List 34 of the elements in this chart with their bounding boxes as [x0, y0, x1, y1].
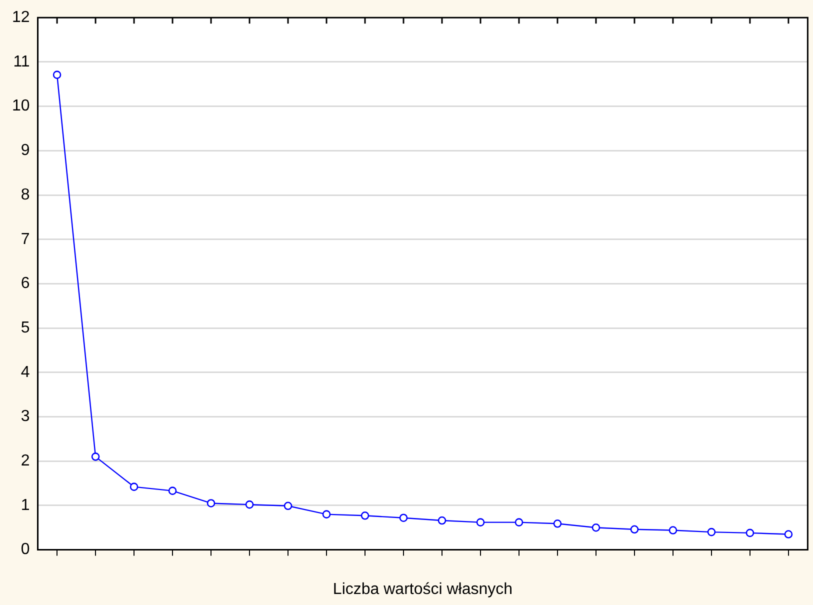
point: [438, 516, 446, 525]
y-tick-label: 9: [20, 142, 30, 160]
point: [91, 452, 100, 461]
y-tick-label: 2: [20, 452, 30, 470]
y-tick-label: 10: [12, 98, 30, 115]
point: [322, 510, 331, 518]
y-tick-label: 5: [20, 319, 30, 336]
point: [784, 530, 793, 538]
x-axis-title: Liczba wartości własnych: [332, 580, 513, 598]
y-tick-label: 6: [20, 275, 30, 292]
point: [206, 499, 216, 508]
point: [630, 525, 639, 534]
point: [514, 518, 524, 526]
point: [284, 502, 292, 510]
point: [707, 528, 716, 536]
point: [668, 526, 678, 534]
point: [245, 500, 254, 509]
y-tick-label: 0: [20, 541, 30, 558]
y-tick-label: 7: [20, 230, 30, 248]
y-tick-label: 3: [20, 408, 30, 426]
point: [476, 518, 485, 526]
point: [360, 512, 370, 520]
y-tick-label: 12: [12, 9, 30, 26]
y-tick-label: 4: [20, 364, 30, 381]
point: [130, 482, 138, 491]
point: [553, 519, 562, 528]
point: [399, 514, 408, 522]
point: [52, 70, 62, 79]
point: [746, 528, 754, 538]
point: [168, 486, 177, 495]
y-tick-label: 1: [20, 496, 30, 514]
point: [592, 523, 600, 532]
y-tick-label: 8: [20, 186, 30, 204]
y-tick-label: 11: [13, 53, 30, 70]
